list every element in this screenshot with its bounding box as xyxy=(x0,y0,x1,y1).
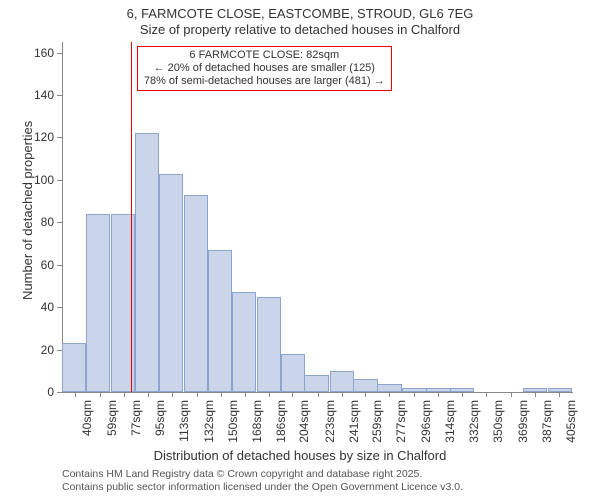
x-tick-mark xyxy=(438,392,439,397)
reference-line xyxy=(131,42,132,392)
x-tick-label: 132sqm xyxy=(202,400,216,500)
y-tick-label: 80 xyxy=(22,215,54,229)
x-tick-mark xyxy=(75,392,76,397)
histogram-bar xyxy=(304,375,328,392)
y-tick-label: 120 xyxy=(22,130,54,144)
histogram-bar xyxy=(281,354,305,392)
x-tick-mark xyxy=(365,392,366,397)
x-tick-label: 241sqm xyxy=(347,400,361,500)
x-tick-mark xyxy=(511,392,512,397)
histogram-bar xyxy=(159,174,183,392)
x-tick-label: 259sqm xyxy=(370,400,384,500)
x-tick-mark xyxy=(342,392,343,397)
x-tick-mark xyxy=(148,392,149,397)
x-tick-label: 277sqm xyxy=(394,400,408,500)
x-tick-mark xyxy=(221,392,222,397)
x-tick-mark xyxy=(172,392,173,397)
x-tick-mark xyxy=(197,392,198,397)
x-tick-label: 223sqm xyxy=(323,400,337,500)
y-tick-mark xyxy=(57,180,62,181)
x-tick-label: 186sqm xyxy=(274,400,288,500)
histogram-bar xyxy=(62,343,86,392)
annotation-line3: 78% of semi-detached houses are larger (… xyxy=(144,75,385,87)
histogram-bar xyxy=(86,214,110,392)
chart-title-line1: 6, FARMCOTE CLOSE, EASTCOMBE, STROUD, GL… xyxy=(0,6,600,21)
y-tick-mark xyxy=(57,137,62,138)
x-tick-mark xyxy=(414,392,415,397)
x-tick-label: 350sqm xyxy=(491,400,505,500)
x-tick-label: 296sqm xyxy=(419,400,433,500)
x-tick-label: 59sqm xyxy=(105,400,119,500)
histogram-bar xyxy=(523,388,547,392)
histogram-bar xyxy=(450,388,474,392)
histogram-bar xyxy=(548,388,572,392)
y-tick-label: 100 xyxy=(22,173,54,187)
histogram-bar xyxy=(232,292,256,392)
y-tick-mark xyxy=(57,307,62,308)
y-tick-label: 0 xyxy=(22,385,54,399)
annotation-box: 6 FARMCOTE CLOSE: 82sqm← 20% of detached… xyxy=(137,46,392,91)
histogram-bar xyxy=(330,371,354,392)
x-tick-mark xyxy=(535,392,536,397)
x-tick-mark xyxy=(462,392,463,397)
x-tick-mark xyxy=(292,392,293,397)
x-tick-label: 332sqm xyxy=(467,400,481,500)
x-tick-label: 405sqm xyxy=(564,400,578,500)
y-tick-label: 40 xyxy=(22,300,54,314)
x-tick-label: 387sqm xyxy=(540,400,554,500)
chart-container: 6, FARMCOTE CLOSE, EASTCOMBE, STROUD, GL… xyxy=(0,0,600,500)
y-tick-label: 20 xyxy=(22,343,54,357)
y-tick-mark xyxy=(57,222,62,223)
y-axis-label: Number of detached properties xyxy=(20,121,35,300)
chart-title-line2: Size of property relative to detached ho… xyxy=(0,22,600,37)
x-tick-mark xyxy=(245,392,246,397)
y-tick-mark xyxy=(57,265,62,266)
annotation-line2: ← 20% of detached houses are smaller (12… xyxy=(154,62,375,74)
histogram-bar xyxy=(208,250,232,392)
x-tick-label: 150sqm xyxy=(226,400,240,500)
y-tick-mark xyxy=(57,95,62,96)
x-tick-mark xyxy=(389,392,390,397)
histogram-bar xyxy=(426,388,450,392)
x-tick-label: 113sqm xyxy=(177,400,191,500)
annotation-line1: 6 FARMCOTE CLOSE: 82sqm xyxy=(189,49,339,61)
histogram-bar xyxy=(402,388,426,392)
y-tick-mark xyxy=(57,392,62,393)
x-tick-mark xyxy=(124,392,125,397)
histogram-bar xyxy=(257,297,281,392)
x-tick-mark xyxy=(559,392,560,397)
histogram-bar xyxy=(353,379,377,392)
y-tick-label: 60 xyxy=(22,258,54,272)
y-tick-label: 160 xyxy=(22,46,54,60)
histogram-bar xyxy=(377,384,401,392)
x-tick-label: 40sqm xyxy=(80,400,94,500)
x-tick-label: 314sqm xyxy=(443,400,457,500)
x-tick-mark xyxy=(100,392,101,397)
x-tick-label: 168sqm xyxy=(250,400,264,500)
x-tick-label: 95sqm xyxy=(153,400,167,500)
histogram-bar xyxy=(184,195,208,392)
y-tick-label: 140 xyxy=(22,88,54,102)
x-tick-mark xyxy=(269,392,270,397)
histogram-bar xyxy=(135,133,159,392)
x-tick-mark xyxy=(486,392,487,397)
x-tick-mark xyxy=(318,392,319,397)
x-tick-label: 77sqm xyxy=(129,400,143,500)
y-tick-mark xyxy=(57,53,62,54)
x-tick-label: 204sqm xyxy=(297,400,311,500)
x-tick-label: 369sqm xyxy=(516,400,530,500)
